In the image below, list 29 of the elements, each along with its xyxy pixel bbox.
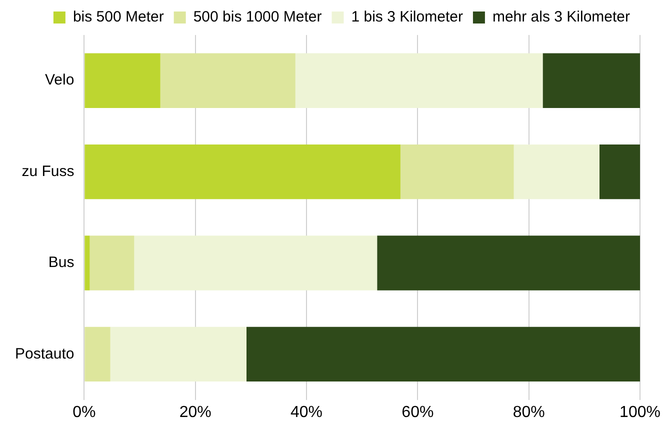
bar xyxy=(599,144,640,200)
bar xyxy=(400,144,514,200)
x-tick-label: 40% xyxy=(290,404,323,421)
bar xyxy=(84,144,400,200)
legend-label: bis 500 Meter xyxy=(72,8,164,26)
bar xyxy=(542,53,640,108)
x-tick-label: 60% xyxy=(402,404,434,421)
bar xyxy=(110,326,246,382)
bar xyxy=(160,53,296,108)
bar xyxy=(246,326,640,382)
y-tick-label: Bus xyxy=(48,254,74,272)
x-tick-label: 0% xyxy=(72,404,96,421)
bar xyxy=(84,53,160,108)
x-tick-label: 20% xyxy=(179,404,212,421)
legend-label: mehr als 3 Kilometer xyxy=(492,8,630,26)
bar xyxy=(84,326,110,382)
bar xyxy=(84,236,90,290)
y-tick-label: Velo xyxy=(45,72,74,89)
bar xyxy=(90,236,134,290)
x-tick-label: 100% xyxy=(620,404,660,421)
bar xyxy=(377,236,640,290)
x-tick-label: 80% xyxy=(512,404,545,421)
bar xyxy=(134,236,378,290)
legend-label: 1 bis 3 Kilometer xyxy=(351,8,463,26)
legend-label: 500 bis 1000 Meter xyxy=(193,8,322,26)
bar xyxy=(514,144,600,200)
y-tick-label: Postauto xyxy=(14,345,74,362)
bar xyxy=(295,53,543,108)
y-tick-label: zu Fuss xyxy=(22,162,74,180)
